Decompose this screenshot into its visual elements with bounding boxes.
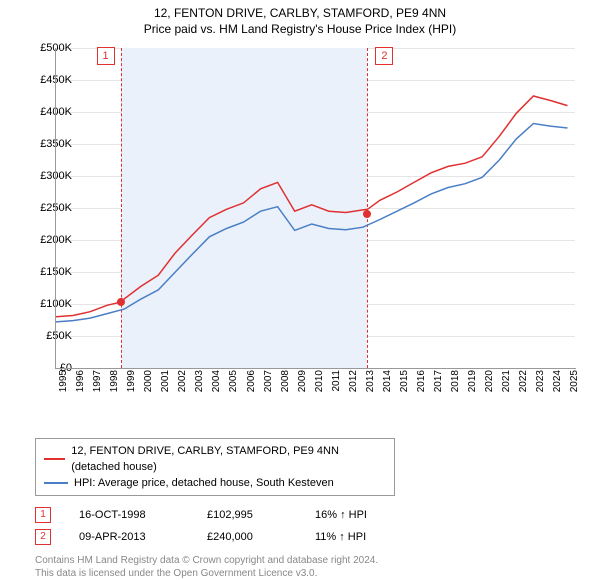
legend-label: 12, FENTON DRIVE, CARLBY, STAMFORD, PE9 … — [71, 443, 386, 475]
sale-price: £102,995 — [207, 509, 287, 521]
x-tick-label: 1995 — [58, 370, 69, 400]
x-tick-label: 2016 — [416, 370, 427, 400]
x-tick-label: 1996 — [75, 370, 86, 400]
sale-index-box: 2 — [35, 529, 51, 545]
x-tick-label: 2012 — [348, 370, 359, 400]
x-tick-label: 2018 — [450, 370, 461, 400]
bottom-panel: 12, FENTON DRIVE, CARLBY, STAMFORD, PE9 … — [35, 438, 575, 580]
x-tick-label: 2023 — [535, 370, 546, 400]
sale-date: 09-APR-2013 — [79, 531, 179, 543]
chart-title-address: 12, FENTON DRIVE, CARLBY, STAMFORD, PE9 … — [0, 6, 600, 20]
sale-hpi: 16% ↑ HPI — [315, 509, 405, 521]
x-tick-label: 2015 — [399, 370, 410, 400]
x-tick-label: 2017 — [433, 370, 444, 400]
footer-line2: This data is licensed under the Open Gov… — [35, 567, 575, 580]
x-tick-label: 2020 — [484, 370, 495, 400]
sale-hpi: 11% ↑ HPI — [315, 531, 405, 543]
legend-swatch — [44, 458, 65, 460]
sale-marker — [117, 298, 125, 306]
x-tick-label: 2009 — [297, 370, 308, 400]
sales-table: 1 16-OCT-1998 £102,995 16% ↑ HPI 2 09-APR-201… — [35, 504, 575, 548]
footer-attribution: Contains HM Land Registry data © Crown c… — [35, 554, 575, 580]
x-tick-label: 2007 — [263, 370, 274, 400]
x-tick-label: 2003 — [194, 370, 205, 400]
x-tick-label: 2001 — [160, 370, 171, 400]
x-tick-label: 2014 — [382, 370, 393, 400]
legend: 12, FENTON DRIVE, CARLBY, STAMFORD, PE9 … — [35, 438, 395, 496]
sale-price: £240,000 — [207, 531, 287, 543]
sale-row: 1 16-OCT-1998 £102,995 16% ↑ HPI — [35, 504, 575, 526]
x-tick-label: 2011 — [331, 370, 342, 400]
x-tick-label: 2013 — [365, 370, 376, 400]
x-tick-label: 1997 — [92, 370, 103, 400]
x-tick-label: 2025 — [569, 370, 580, 400]
x-tick-label: 2010 — [314, 370, 325, 400]
chart-container: 12, FENTON DRIVE, CARLBY, STAMFORD, PE9 … — [0, 0, 600, 560]
chart-title-subtitle: Price paid vs. HM Land Registry's House … — [0, 22, 600, 36]
x-tick-label: 1998 — [109, 370, 120, 400]
x-tick-label: 2021 — [501, 370, 512, 400]
line-series — [56, 48, 576, 368]
legend-row: 12, FENTON DRIVE, CARLBY, STAMFORD, PE9 … — [44, 443, 386, 475]
legend-swatch — [44, 482, 68, 484]
chart-titles: 12, FENTON DRIVE, CARLBY, STAMFORD, PE9 … — [0, 0, 600, 36]
x-tick-label: 2006 — [246, 370, 257, 400]
x-tick-label: 2002 — [177, 370, 188, 400]
legend-row: HPI: Average price, detached house, Sout… — [44, 475, 386, 491]
x-tick-label: 2022 — [518, 370, 529, 400]
x-tick-label: 2005 — [228, 370, 239, 400]
chart-area: 12, FENTON DRIVE, CARLBY, STAMFORD, PE9 … — [0, 0, 600, 440]
sale-marker — [363, 210, 371, 218]
x-tick-label: 2019 — [467, 370, 478, 400]
x-tick-label: 2004 — [211, 370, 222, 400]
series-line — [56, 96, 568, 317]
sale-date: 16-OCT-1998 — [79, 509, 179, 521]
x-tick-label: 2008 — [280, 370, 291, 400]
sale-index-box: 1 — [35, 507, 51, 523]
x-tick-label: 2024 — [552, 370, 563, 400]
legend-label: HPI: Average price, detached house, Sout… — [74, 475, 334, 491]
footer-line1: Contains HM Land Registry data © Crown c… — [35, 554, 575, 567]
sale-row: 2 09-APR-2013 £240,000 11% ↑ HPI — [35, 526, 575, 548]
x-tick-label: 1999 — [126, 370, 137, 400]
plot-area: 12 — [55, 48, 576, 369]
x-tick-label: 2000 — [143, 370, 154, 400]
